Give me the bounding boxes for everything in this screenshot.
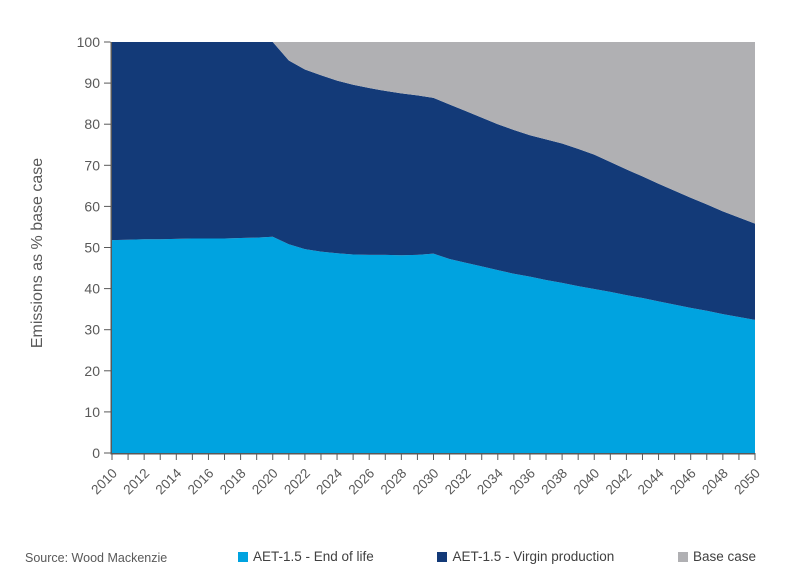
x-tick-label: 2048 xyxy=(699,466,731,498)
y-tick-label: 70 xyxy=(84,157,100,173)
legend-label-end-of-life: AET-1.5 - End of life xyxy=(253,549,374,564)
x-tick-label: 2012 xyxy=(120,466,152,498)
legend-swatch-end-of-life-icon xyxy=(238,551,248,562)
legend-label-virgin-production: AET-1.5 - Virgin production xyxy=(452,549,615,564)
x-tick-label: 2032 xyxy=(442,466,474,498)
area-base-case xyxy=(112,42,755,224)
y-tick-label: 20 xyxy=(84,363,100,379)
x-tick-label: 2020 xyxy=(249,466,281,498)
source-text: Source: Wood Mackenzie xyxy=(25,551,168,565)
y-tick-label: 40 xyxy=(84,281,100,297)
x-tick-label: 2010 xyxy=(88,466,120,498)
x-tick-label: 2040 xyxy=(571,466,603,498)
y-tick-label: 50 xyxy=(84,240,100,256)
x-tick-label: 2024 xyxy=(313,465,345,497)
legend-swatch-virgin-production-icon xyxy=(437,551,448,562)
legend-item-end-of-life: AET-1.5 - End of life xyxy=(238,549,374,564)
x-tick-label: 2038 xyxy=(538,466,570,498)
x-tick-label: 2018 xyxy=(217,466,249,498)
legend-swatch-base-case-icon xyxy=(677,551,688,562)
x-tick-label: 2050 xyxy=(731,466,763,498)
y-tick-label: 90 xyxy=(84,75,100,91)
x-tick-label: 2036 xyxy=(506,466,538,498)
x-tick-label: 2030 xyxy=(410,466,442,498)
x-tick-label: 2026 xyxy=(345,466,377,498)
y-tick-label: 30 xyxy=(84,322,100,338)
x-tick-label: 2016 xyxy=(185,466,217,498)
y-axis-title: Emissions as % base case xyxy=(29,158,46,348)
x-tick-label: 2014 xyxy=(153,465,185,497)
x-tick-label: 2044 xyxy=(635,465,667,497)
y-tick-label: 100 xyxy=(77,34,101,50)
x-tick-label: 2046 xyxy=(667,466,699,498)
legend-item-base-case: Base case xyxy=(677,549,756,564)
area-virgin-production xyxy=(112,42,755,320)
legend-item-virgin-production: AET-1.5 - Virgin production xyxy=(437,549,614,564)
legend: AET-1.5 - End of life AET-1.5 - Virgin p… xyxy=(238,549,756,564)
y-tick-label: 0 xyxy=(92,445,100,461)
x-tick-label: 2042 xyxy=(603,466,635,498)
y-tick-label: 60 xyxy=(84,198,100,214)
x-tick-label: 2028 xyxy=(378,466,410,498)
x-tick-label: 2034 xyxy=(474,465,506,497)
area-end-of-life xyxy=(112,236,755,453)
y-tick-label: 10 xyxy=(84,404,100,420)
y-tick-label: 80 xyxy=(84,116,100,132)
x-tick-label: 2022 xyxy=(281,466,313,498)
legend-label-base-case: Base case xyxy=(692,549,756,564)
